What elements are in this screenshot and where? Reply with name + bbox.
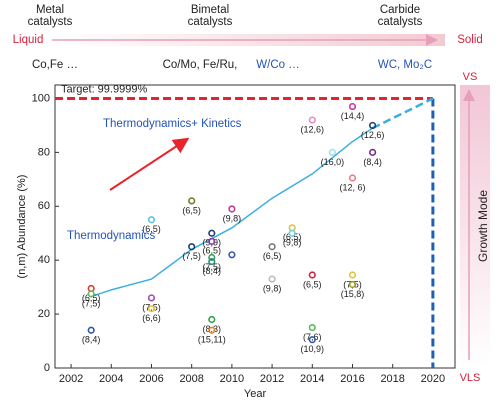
data-point xyxy=(348,174,357,182)
point-label: (12, 6) xyxy=(339,182,365,192)
y-axis-label: (n,m) Abundance (%) xyxy=(16,175,28,279)
data-point xyxy=(348,271,357,279)
data-point xyxy=(147,305,156,313)
x-tick-label: 2016 xyxy=(340,373,364,385)
data-point xyxy=(208,237,216,245)
y-tick-label: 100 xyxy=(32,92,50,104)
header-example: W/Co … xyxy=(256,59,299,71)
data-point xyxy=(208,326,216,334)
data-point xyxy=(368,148,377,156)
data-point xyxy=(268,275,276,283)
data-point xyxy=(288,229,296,237)
data-point xyxy=(328,148,336,156)
header-right: Solid xyxy=(457,34,483,46)
x-axis-label: Year xyxy=(244,388,267,400)
data-point xyxy=(208,253,216,262)
point-label: (7,5) xyxy=(182,251,201,261)
curve-extension xyxy=(372,97,434,130)
data-point xyxy=(308,116,316,124)
point-label: (12,6) xyxy=(361,130,385,140)
point-label: (9,8) xyxy=(263,283,282,293)
plot-frame xyxy=(54,84,456,369)
data-point xyxy=(208,315,216,324)
point-label: (7,5) xyxy=(142,302,161,312)
point-label: (6,5) xyxy=(82,293,101,303)
x-tick-label: 2014 xyxy=(300,373,324,385)
growth-top: VS xyxy=(463,71,478,83)
data-point xyxy=(348,280,357,289)
data-point xyxy=(87,290,95,298)
point-label: (15,11) xyxy=(198,335,226,345)
point-label: (6,5) xyxy=(263,251,282,261)
data-point xyxy=(208,229,216,237)
data-point xyxy=(147,216,156,224)
growth-band xyxy=(460,85,490,368)
data-point xyxy=(188,243,196,251)
point-label: (6,5) xyxy=(182,205,201,215)
point-label: (9,8) xyxy=(223,213,242,223)
x-tick-label: 2010 xyxy=(220,373,244,385)
annotation: Thermodynamics xyxy=(67,230,155,242)
header-example: Co/Mo, Fe/Ru, xyxy=(163,59,238,71)
point-label: (6,5) xyxy=(283,232,302,242)
point-label: (8,4) xyxy=(82,335,101,345)
point-label: (7,5) xyxy=(82,298,101,308)
point-label: (15,8) xyxy=(341,289,365,299)
target-label: Target: 99.9999% xyxy=(61,83,147,95)
data-point xyxy=(348,102,357,111)
y-tick-label: 60 xyxy=(38,200,50,212)
point-label: (6,5) xyxy=(142,224,161,234)
x-tick-label: 2008 xyxy=(179,373,203,385)
y-tick-label: 20 xyxy=(38,308,50,320)
data-point xyxy=(147,294,156,302)
x-tick-label: 2002 xyxy=(59,373,83,385)
point-label: (6,5) xyxy=(203,246,222,256)
data-point xyxy=(368,121,377,130)
data-point xyxy=(87,326,95,334)
annotation: Thermodynamics+ Kinetics xyxy=(103,118,242,130)
y-tick-label: 80 xyxy=(38,146,50,158)
point-label: (9,9) xyxy=(203,238,222,248)
header-group: Carbide catalysts xyxy=(378,4,423,28)
point-label: (6,6) xyxy=(142,313,161,323)
data-point xyxy=(208,257,216,266)
point-label: (16,0) xyxy=(321,157,345,167)
growth-title: Growth Mode xyxy=(476,190,490,262)
growth-bottom: VLS xyxy=(460,372,481,384)
point-label: (8,4) xyxy=(203,266,222,276)
header-group: Bimetal catalysts xyxy=(188,4,233,28)
header-example: WC, Mo₂C xyxy=(378,59,432,71)
point-label: (7,5) xyxy=(343,279,362,289)
trend-arrow xyxy=(109,137,190,191)
x-tick-label: 2004 xyxy=(99,373,123,385)
data-point xyxy=(268,243,276,251)
data-point xyxy=(308,323,316,332)
curve xyxy=(90,127,374,298)
data-point xyxy=(308,271,316,279)
data-point xyxy=(308,336,316,344)
x-tick-label: 2012 xyxy=(260,373,284,385)
point-label: (8,4) xyxy=(363,157,382,167)
point-label: (14,4) xyxy=(341,111,365,121)
x-tick-label: 2006 xyxy=(139,373,163,385)
header-left: Liquid xyxy=(13,34,44,46)
point-label: (12,6) xyxy=(301,124,325,134)
header-example: Co,Fe … xyxy=(32,59,78,71)
data-point xyxy=(228,251,236,259)
point-label: (9,8) xyxy=(283,238,302,248)
x-tick-label: 2018 xyxy=(380,373,404,385)
data-point xyxy=(228,205,236,213)
y-tick-label: 0 xyxy=(44,362,50,374)
data-point xyxy=(188,197,196,205)
y-tick-label: 40 xyxy=(38,254,50,266)
point-label: (6,5) xyxy=(303,279,322,289)
header-group: Metal catalysts xyxy=(28,4,73,28)
x-tick-label: 2020 xyxy=(421,373,445,385)
point-label: (8,3) xyxy=(203,324,222,334)
point-label: (7,5) xyxy=(203,262,222,272)
point-label: (10,9) xyxy=(301,344,325,354)
